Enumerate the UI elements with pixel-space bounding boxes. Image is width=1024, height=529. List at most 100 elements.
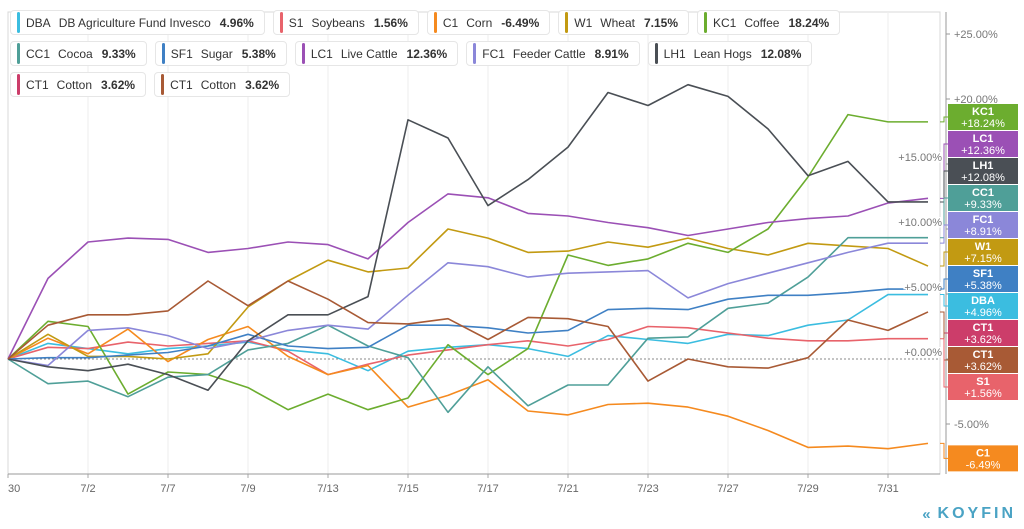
tag-box [948, 445, 1018, 472]
legend-item-fc1[interactable]: FC1 Feeder Cattle 8.91% [466, 41, 640, 66]
y-tick-label: +0.00% [904, 347, 942, 359]
legend-change: 18.24% [788, 15, 830, 30]
x-tick-label: 7/13 [317, 483, 338, 495]
legend-item-lc1[interactable]: LC1 Live Cattle 12.36% [294, 41, 459, 66]
legend-item-lh1[interactable]: LH1 Lean Hogs 12.08% [647, 41, 813, 66]
legend-symbol: LC1 [310, 46, 333, 61]
legend-change: -6.49% [501, 15, 540, 30]
series-line-ct1 [7, 280, 929, 382]
legend-color-bar [17, 12, 20, 33]
legend-item-ct1[interactable]: CT1 Cotton 3.62% [154, 72, 291, 97]
tag-value: +12.08% [961, 172, 1005, 184]
legend-item-ct1[interactable]: CT1 Cotton 3.62% [10, 72, 147, 97]
tag-connector [940, 338, 948, 388]
legend-change: 3.62% [101, 77, 136, 92]
legend-change: 9.33% [101, 46, 136, 61]
legend-change: 12.08% [760, 46, 802, 61]
series-line-sf1 [7, 288, 928, 360]
tag-symbol: LH1 [973, 160, 994, 172]
tag-connector [940, 442, 948, 459]
legend-name: Cotton [200, 77, 237, 92]
legend-symbol: KC1 [713, 15, 737, 30]
legend-name: Corn [466, 15, 493, 30]
x-tick-label: 7/15 [397, 483, 418, 495]
tag-value: +18.24% [961, 118, 1005, 130]
legend-change: 8.91% [594, 46, 629, 61]
legend-symbol: LH1 [663, 46, 686, 61]
tag-box [948, 158, 1018, 184]
tag-connector [940, 294, 948, 307]
tag-box [948, 185, 1018, 211]
tag-value: +8.91% [964, 226, 1002, 238]
legend-color-bar [704, 12, 707, 33]
legend-name: Coffee [744, 15, 780, 30]
tag-value: +3.62% [964, 361, 1002, 373]
value-tag-dba: DBA+4.96% [940, 293, 1018, 319]
tag-box [948, 293, 1018, 319]
value-tag-kc1: KC1+18.24% [940, 104, 1018, 130]
tag-symbol: KC1 [972, 106, 994, 118]
tag-value: +4.96% [964, 307, 1002, 319]
legend-name: Feeder Cattle [512, 46, 586, 61]
legend-color-bar [17, 43, 20, 64]
legend-color-bar [473, 43, 477, 64]
y-tick-label: +5.00% [904, 282, 942, 294]
tag-value: +9.33% [964, 199, 1002, 211]
legend-symbol: W1 [574, 15, 593, 30]
legend-symbol: CT1 [170, 77, 193, 92]
tag-value: +7.15% [964, 253, 1002, 265]
tag-box [948, 212, 1018, 238]
tag-connector [940, 170, 948, 203]
legend-symbol: SF1 [170, 46, 193, 61]
tag-connector [940, 251, 948, 267]
brand-name: KOYFIN [937, 505, 1016, 522]
series-line-w1 [7, 228, 929, 360]
legend-symbol: DBA [26, 15, 51, 30]
legend-change: 7.15% [643, 15, 678, 30]
series-line-lh1 [7, 83, 928, 392]
y-tick-label: -5.00% [954, 419, 989, 431]
tag-symbol: LC1 [973, 133, 994, 145]
legend-item-w1[interactable]: W1 Wheat 7.15% [558, 10, 689, 35]
value-tags: KC1+18.24%LC1+12.36%LH1+12.08%CC1+9.33%F… [940, 104, 1018, 472]
tag-connector [940, 224, 948, 244]
y-tick-label: +25.00% [954, 29, 998, 41]
koyfin-brand: « KOYFIN [922, 505, 1016, 523]
x-tick-label: 7/27 [717, 483, 738, 495]
legend-color-bar [301, 43, 305, 64]
legend-change: 4.96% [219, 15, 254, 30]
tag-box [948, 347, 1018, 373]
series-line-fc1 [7, 242, 928, 367]
tag-connector [940, 278, 948, 290]
x-tick-label: 7/29 [797, 483, 818, 495]
tag-value: +5.38% [964, 280, 1002, 292]
x-tick-label: 7/21 [557, 483, 578, 495]
value-tag-lh1: LH1+12.08% [940, 158, 1018, 203]
legend-item-cc1[interactable]: CC1 Cocoa 9.33% [10, 41, 147, 66]
axes: 30 7/2 7/7 7/9 7/13 7/15 7/17 7/21 7/23 7/27 7/29 7… [7, 12, 998, 495]
legend-color-bar [161, 74, 165, 95]
tag-connector [940, 116, 948, 123]
legend-item-sf1[interactable]: SF1 Sugar 5.38% [154, 41, 287, 66]
series-line-cc1 [7, 236, 928, 414]
series-line-c1 [7, 325, 929, 450]
tag-box [948, 320, 1018, 346]
legend: DBA DB Agriculture Fund Invesco 4.96% S1 Soy… [10, 10, 940, 97]
legend-change: 12.36% [406, 46, 448, 61]
tag-symbol: W1 [975, 241, 992, 253]
legend-item-dba[interactable]: DBA DB Agriculture Fund Invesco 4.96% [10, 10, 265, 35]
tag-value: +12.36% [961, 145, 1005, 157]
legend-item-kc1[interactable]: KC1 Coffee 18.24% [697, 10, 841, 35]
value-tag-c1: C1-6.49% [940, 442, 1018, 472]
legend-color-bar [161, 43, 165, 64]
legend-color-bar [433, 12, 437, 33]
value-tag-s1: S1+1.56% [940, 338, 1018, 400]
tag-symbol: S1 [976, 376, 989, 388]
tag-box [948, 104, 1018, 130]
x-tick-label: 7/17 [477, 483, 498, 495]
legend-item-c1[interactable]: C1 Corn -6.49% [426, 10, 551, 35]
legend-item-s1[interactable]: S1 Soybeans 1.56% [272, 10, 419, 35]
series-line-kc1 [7, 113, 928, 411]
x-tick-label: 7/9 [240, 483, 255, 495]
legend-symbol: C1 [442, 15, 459, 30]
